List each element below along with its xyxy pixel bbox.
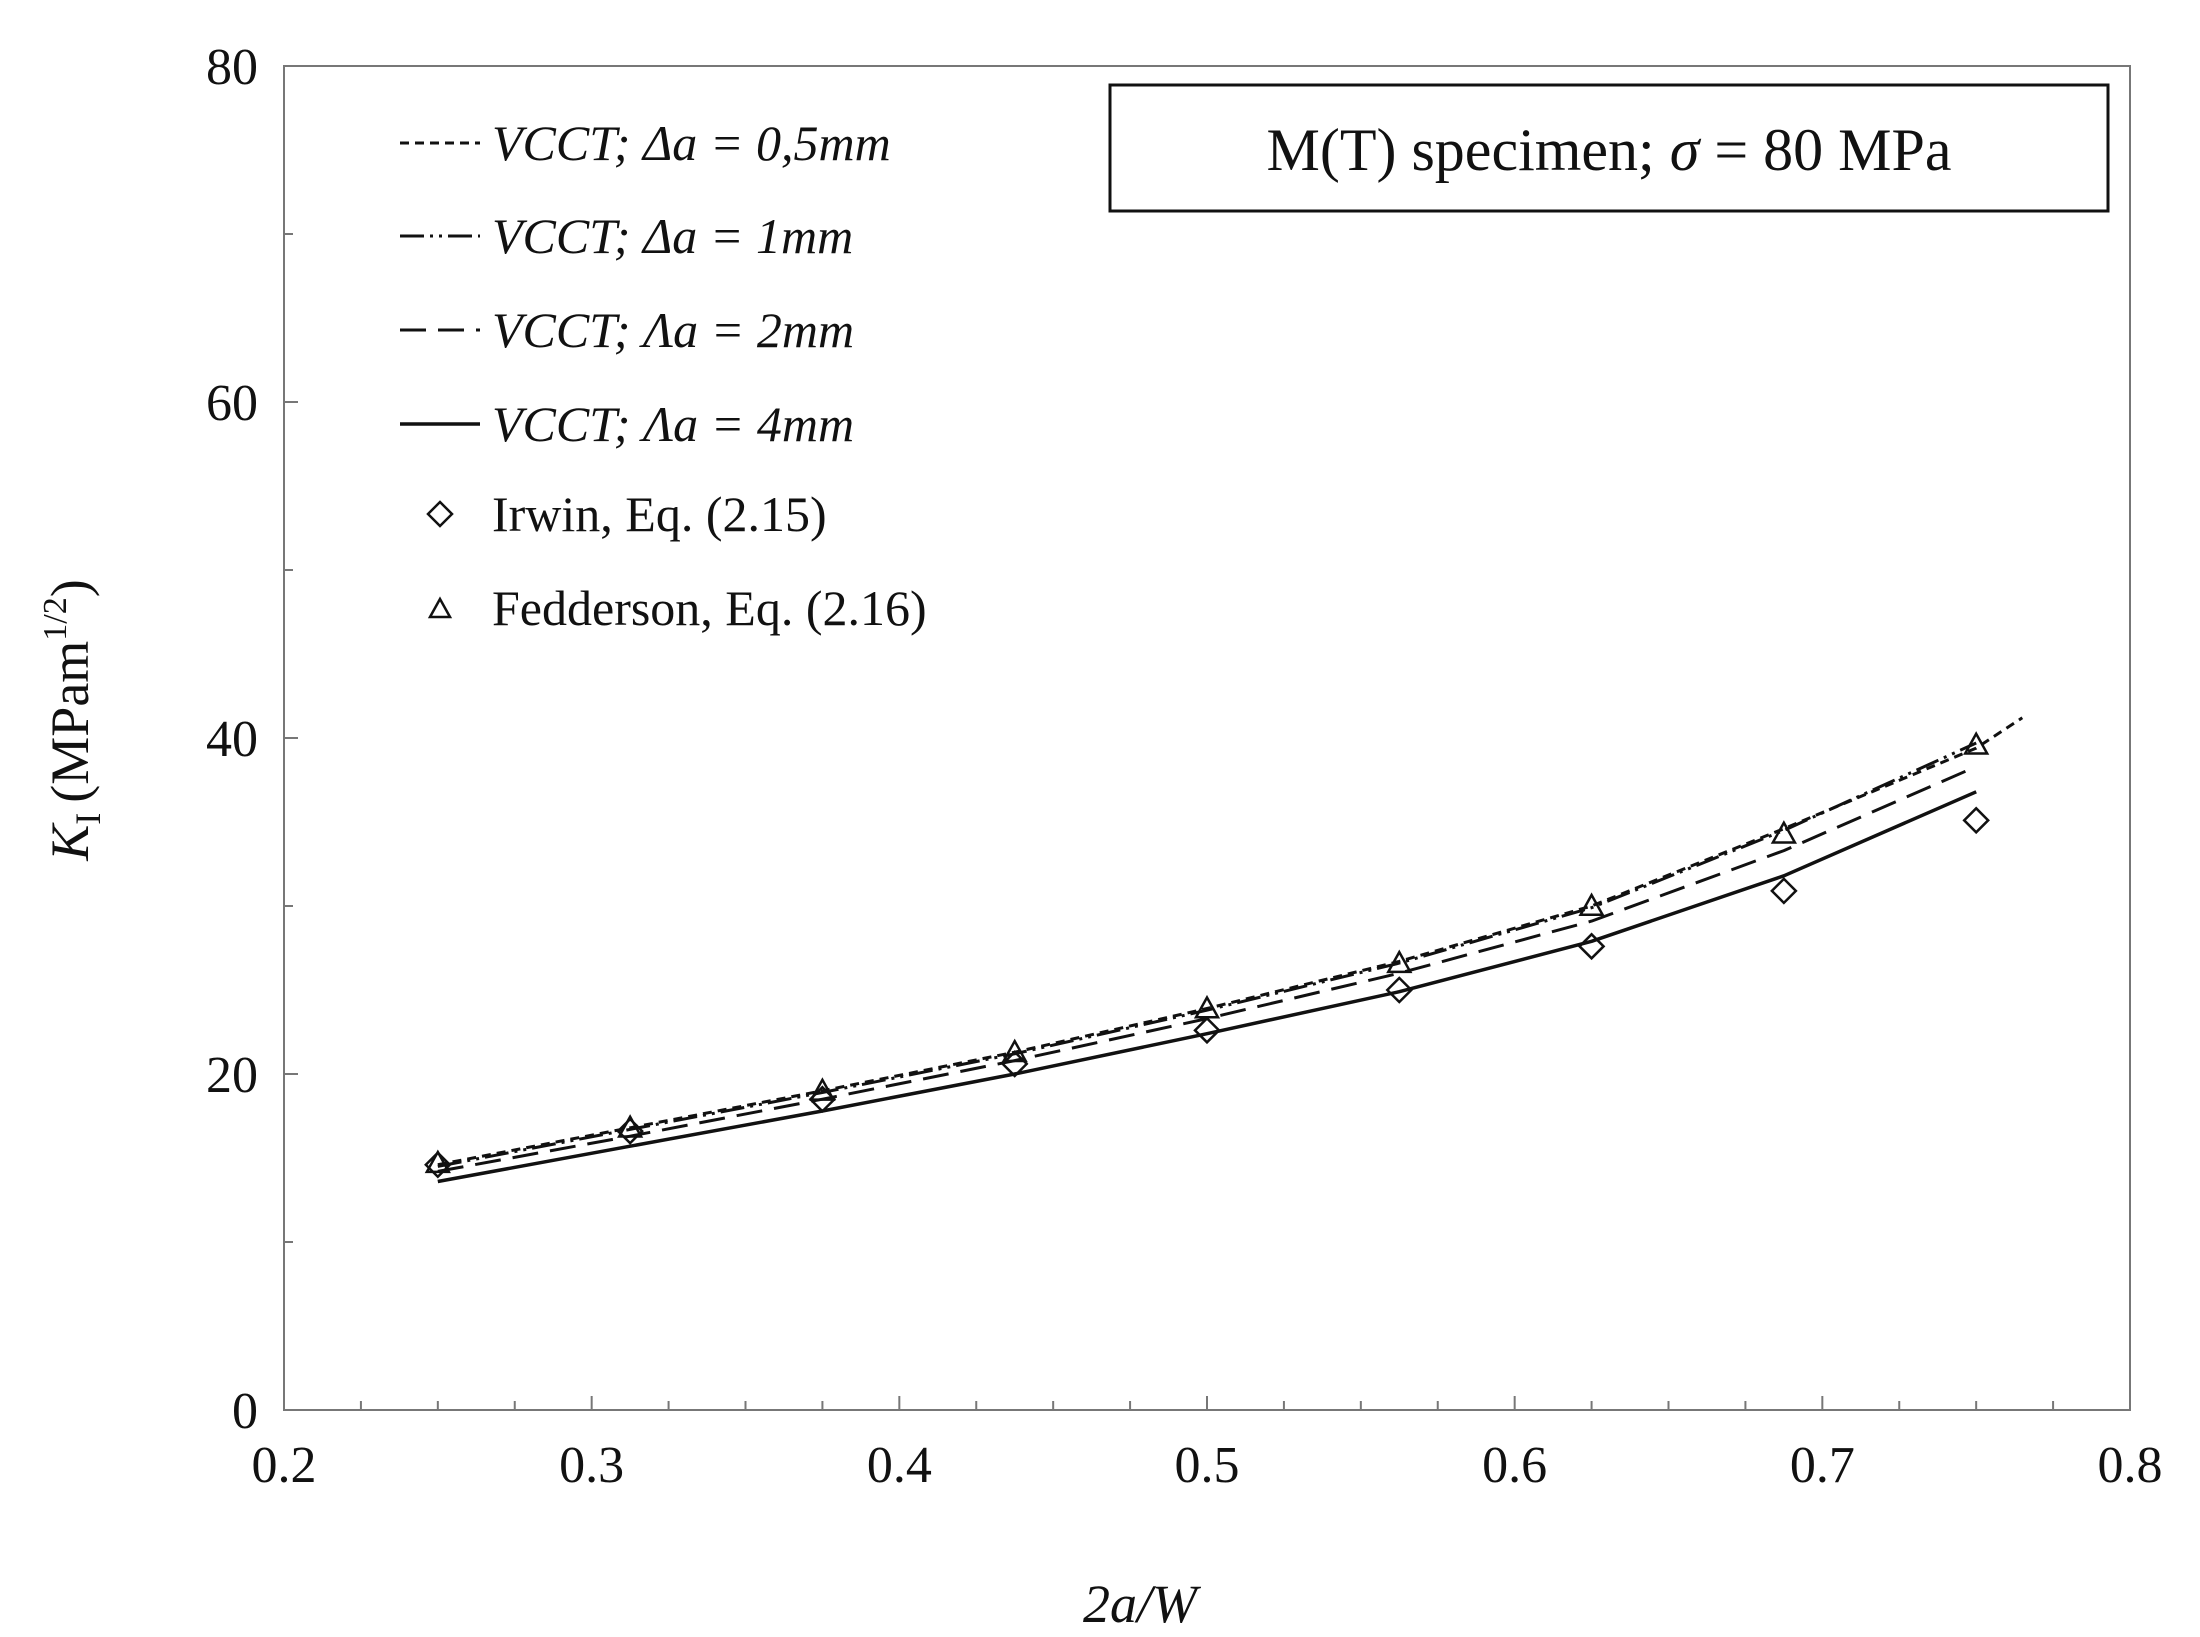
irwin-point — [1770, 877, 1798, 905]
fedderson-point — [809, 1077, 836, 1101]
series-2-line — [437, 765, 1977, 1173]
series-0-line — [437, 716, 2024, 1167]
legend-entry-vcct-2mm: VCCT; Λa = 2mm — [400, 302, 854, 358]
y-tick-label: 20 — [206, 1047, 258, 1104]
tick-marks — [283, 65, 2131, 1411]
y-axis-unit-prefix: (MPam — [40, 641, 100, 803]
fedderson-point — [1963, 731, 1990, 755]
x-tick-label: 0.5 — [1175, 1437, 1240, 1494]
legend-entry-irwin: Irwin, Eq. (2.15) — [426, 486, 827, 542]
annotation-text: M(T) specimen; σ = 80 MPa — [1267, 117, 1952, 183]
legend-entry-vcct-0-5mm: VCCT; Δa = 0,5mm — [400, 115, 891, 171]
x-tick-label: 0.3 — [559, 1437, 624, 1494]
fedderson-point — [424, 1149, 451, 1174]
y-axis-symbol: K — [40, 822, 100, 862]
y-axis-unit-suffix: ) — [40, 579, 100, 597]
x-tick-label: 0.4 — [867, 1437, 932, 1494]
legend-entry-fedderson: Fedderson, Eq. (2.16) — [427, 580, 927, 636]
legend-label-vcct-1mm: VCCT; Δa = 1mm — [492, 208, 853, 264]
irwin-point — [1577, 932, 1606, 961]
legend-label-irwin: Irwin, Eq. (2.15) — [492, 486, 827, 542]
irwin-point — [616, 1117, 644, 1145]
y-axis-title: KI (MPam1/2) — [37, 579, 108, 861]
y-axis-unit-exponent: 1/2 — [37, 597, 74, 640]
tick-labels: 0 20 40 60 80 0.2 0.3 0.4 0.5 0.6 0.7 0.8 — [206, 39, 2163, 1494]
legend-label-fedderson: Fedderson, Eq. (2.16) — [492, 580, 927, 636]
irwin-point — [1962, 806, 1990, 835]
fedderson-point — [617, 1114, 644, 1138]
y-tick-label: 40 — [206, 711, 258, 768]
legend-entry-vcct-1mm: VCCT; Δa = 1mm — [400, 208, 853, 264]
legend-label-vcct-2mm: VCCT; Λa = 2mm — [492, 302, 854, 358]
x-tick-label: 0.8 — [2098, 1437, 2163, 1494]
irwin-point — [424, 1150, 452, 1179]
x-tick-label: 0.2 — [252, 1437, 317, 1494]
legend-marker-irwin — [426, 500, 454, 528]
legend-label-vcct-0-5mm: VCCT; Δa = 0,5mm — [492, 115, 891, 171]
legend-label-vcct-4mm: VCCT; Λa = 4mm — [492, 396, 854, 452]
x-tick-label: 0.7 — [1790, 1437, 1855, 1494]
annotation-box — [1108, 83, 2110, 213]
series-3-line — [437, 790, 1977, 1184]
x-tick-label: 0.6 — [1482, 1437, 1547, 1494]
legend: VCCT; Δa = 0,5mm VCCT; Δa = 1mm VCCT; Λa… — [400, 115, 927, 636]
irwin-point — [1385, 976, 1414, 1004]
plot-area — [283, 65, 2131, 1411]
series-1-line — [437, 741, 1977, 1168]
legend-entry-vcct-4mm: VCCT; Λa = 4mm — [400, 396, 854, 452]
legend-marker-fedderson — [427, 596, 453, 619]
fedderson-point — [1386, 949, 1413, 974]
y-tick-label: 0 — [232, 1383, 258, 1440]
fedderson-point — [1193, 994, 1221, 1019]
fedderson-point — [1578, 892, 1605, 917]
y-axis-subscript: I — [68, 813, 108, 825]
fedderson-point — [1001, 1038, 1028, 1063]
y-tick-label: 80 — [206, 39, 258, 96]
series-layer — [424, 716, 2024, 1184]
irwin-point — [1193, 1016, 1221, 1045]
specimen-annotation: M(T) specimen; σ = 80 MPa — [1108, 83, 2110, 213]
x-axis-title: 2a/W — [1083, 1574, 1202, 1634]
y-tick-label: 60 — [206, 375, 258, 432]
fedderson-point — [1770, 820, 1798, 844]
plot-frame — [283, 65, 2131, 1411]
